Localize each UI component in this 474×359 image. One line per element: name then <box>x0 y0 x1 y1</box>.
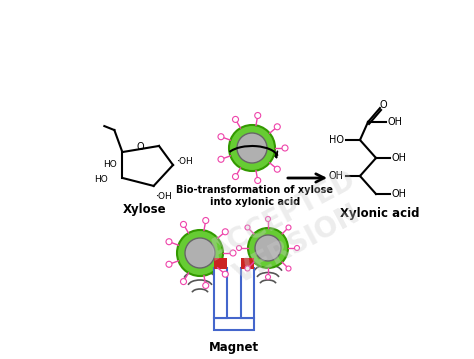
Text: O: O <box>137 142 145 152</box>
Circle shape <box>265 216 271 222</box>
Circle shape <box>237 133 267 163</box>
Text: Magnet: Magnet <box>209 341 259 354</box>
Circle shape <box>237 246 241 251</box>
Text: OH: OH <box>388 117 403 127</box>
Bar <box>214 268 227 318</box>
Circle shape <box>255 235 281 261</box>
Circle shape <box>274 166 280 172</box>
Circle shape <box>245 266 250 271</box>
Text: Xylonic acid: Xylonic acid <box>340 208 420 220</box>
Bar <box>214 318 254 330</box>
Circle shape <box>286 266 291 271</box>
Text: OH: OH <box>392 189 407 199</box>
Circle shape <box>286 225 291 230</box>
Text: O: O <box>379 100 387 110</box>
Circle shape <box>230 250 236 256</box>
Circle shape <box>177 230 223 276</box>
Text: Bio-transformation of xylose
into xylonic acid: Bio-transformation of xylose into xyloni… <box>176 185 334 206</box>
Circle shape <box>203 283 209 289</box>
Circle shape <box>166 239 172 245</box>
Circle shape <box>185 238 215 268</box>
Circle shape <box>265 275 271 280</box>
Circle shape <box>255 177 261 183</box>
Circle shape <box>218 134 224 140</box>
Text: $\cdot$OH: $\cdot$OH <box>176 155 194 167</box>
Text: HO: HO <box>104 159 118 169</box>
Circle shape <box>181 279 186 285</box>
Circle shape <box>203 218 209 224</box>
Circle shape <box>245 225 250 230</box>
Circle shape <box>222 271 228 277</box>
Bar <box>214 258 227 269</box>
Circle shape <box>222 229 228 235</box>
Text: OH: OH <box>392 153 407 163</box>
Text: Xylose: Xylose <box>123 204 167 216</box>
Circle shape <box>282 145 288 151</box>
Circle shape <box>166 261 172 267</box>
Bar <box>241 258 254 269</box>
Text: ACCEPTED
VERSION: ACCEPTED VERSION <box>204 165 376 295</box>
Circle shape <box>229 125 275 171</box>
Circle shape <box>255 112 261 118</box>
Text: HO: HO <box>329 135 344 145</box>
Circle shape <box>274 124 280 130</box>
Circle shape <box>294 246 300 251</box>
Text: HO: HO <box>95 176 109 185</box>
Circle shape <box>233 116 238 122</box>
Circle shape <box>218 156 224 162</box>
Circle shape <box>248 228 288 268</box>
Text: OH: OH <box>329 171 344 181</box>
Circle shape <box>233 174 238 180</box>
Circle shape <box>181 222 186 227</box>
Text: $\cdot$OH: $\cdot$OH <box>155 190 173 201</box>
Bar <box>241 268 254 318</box>
